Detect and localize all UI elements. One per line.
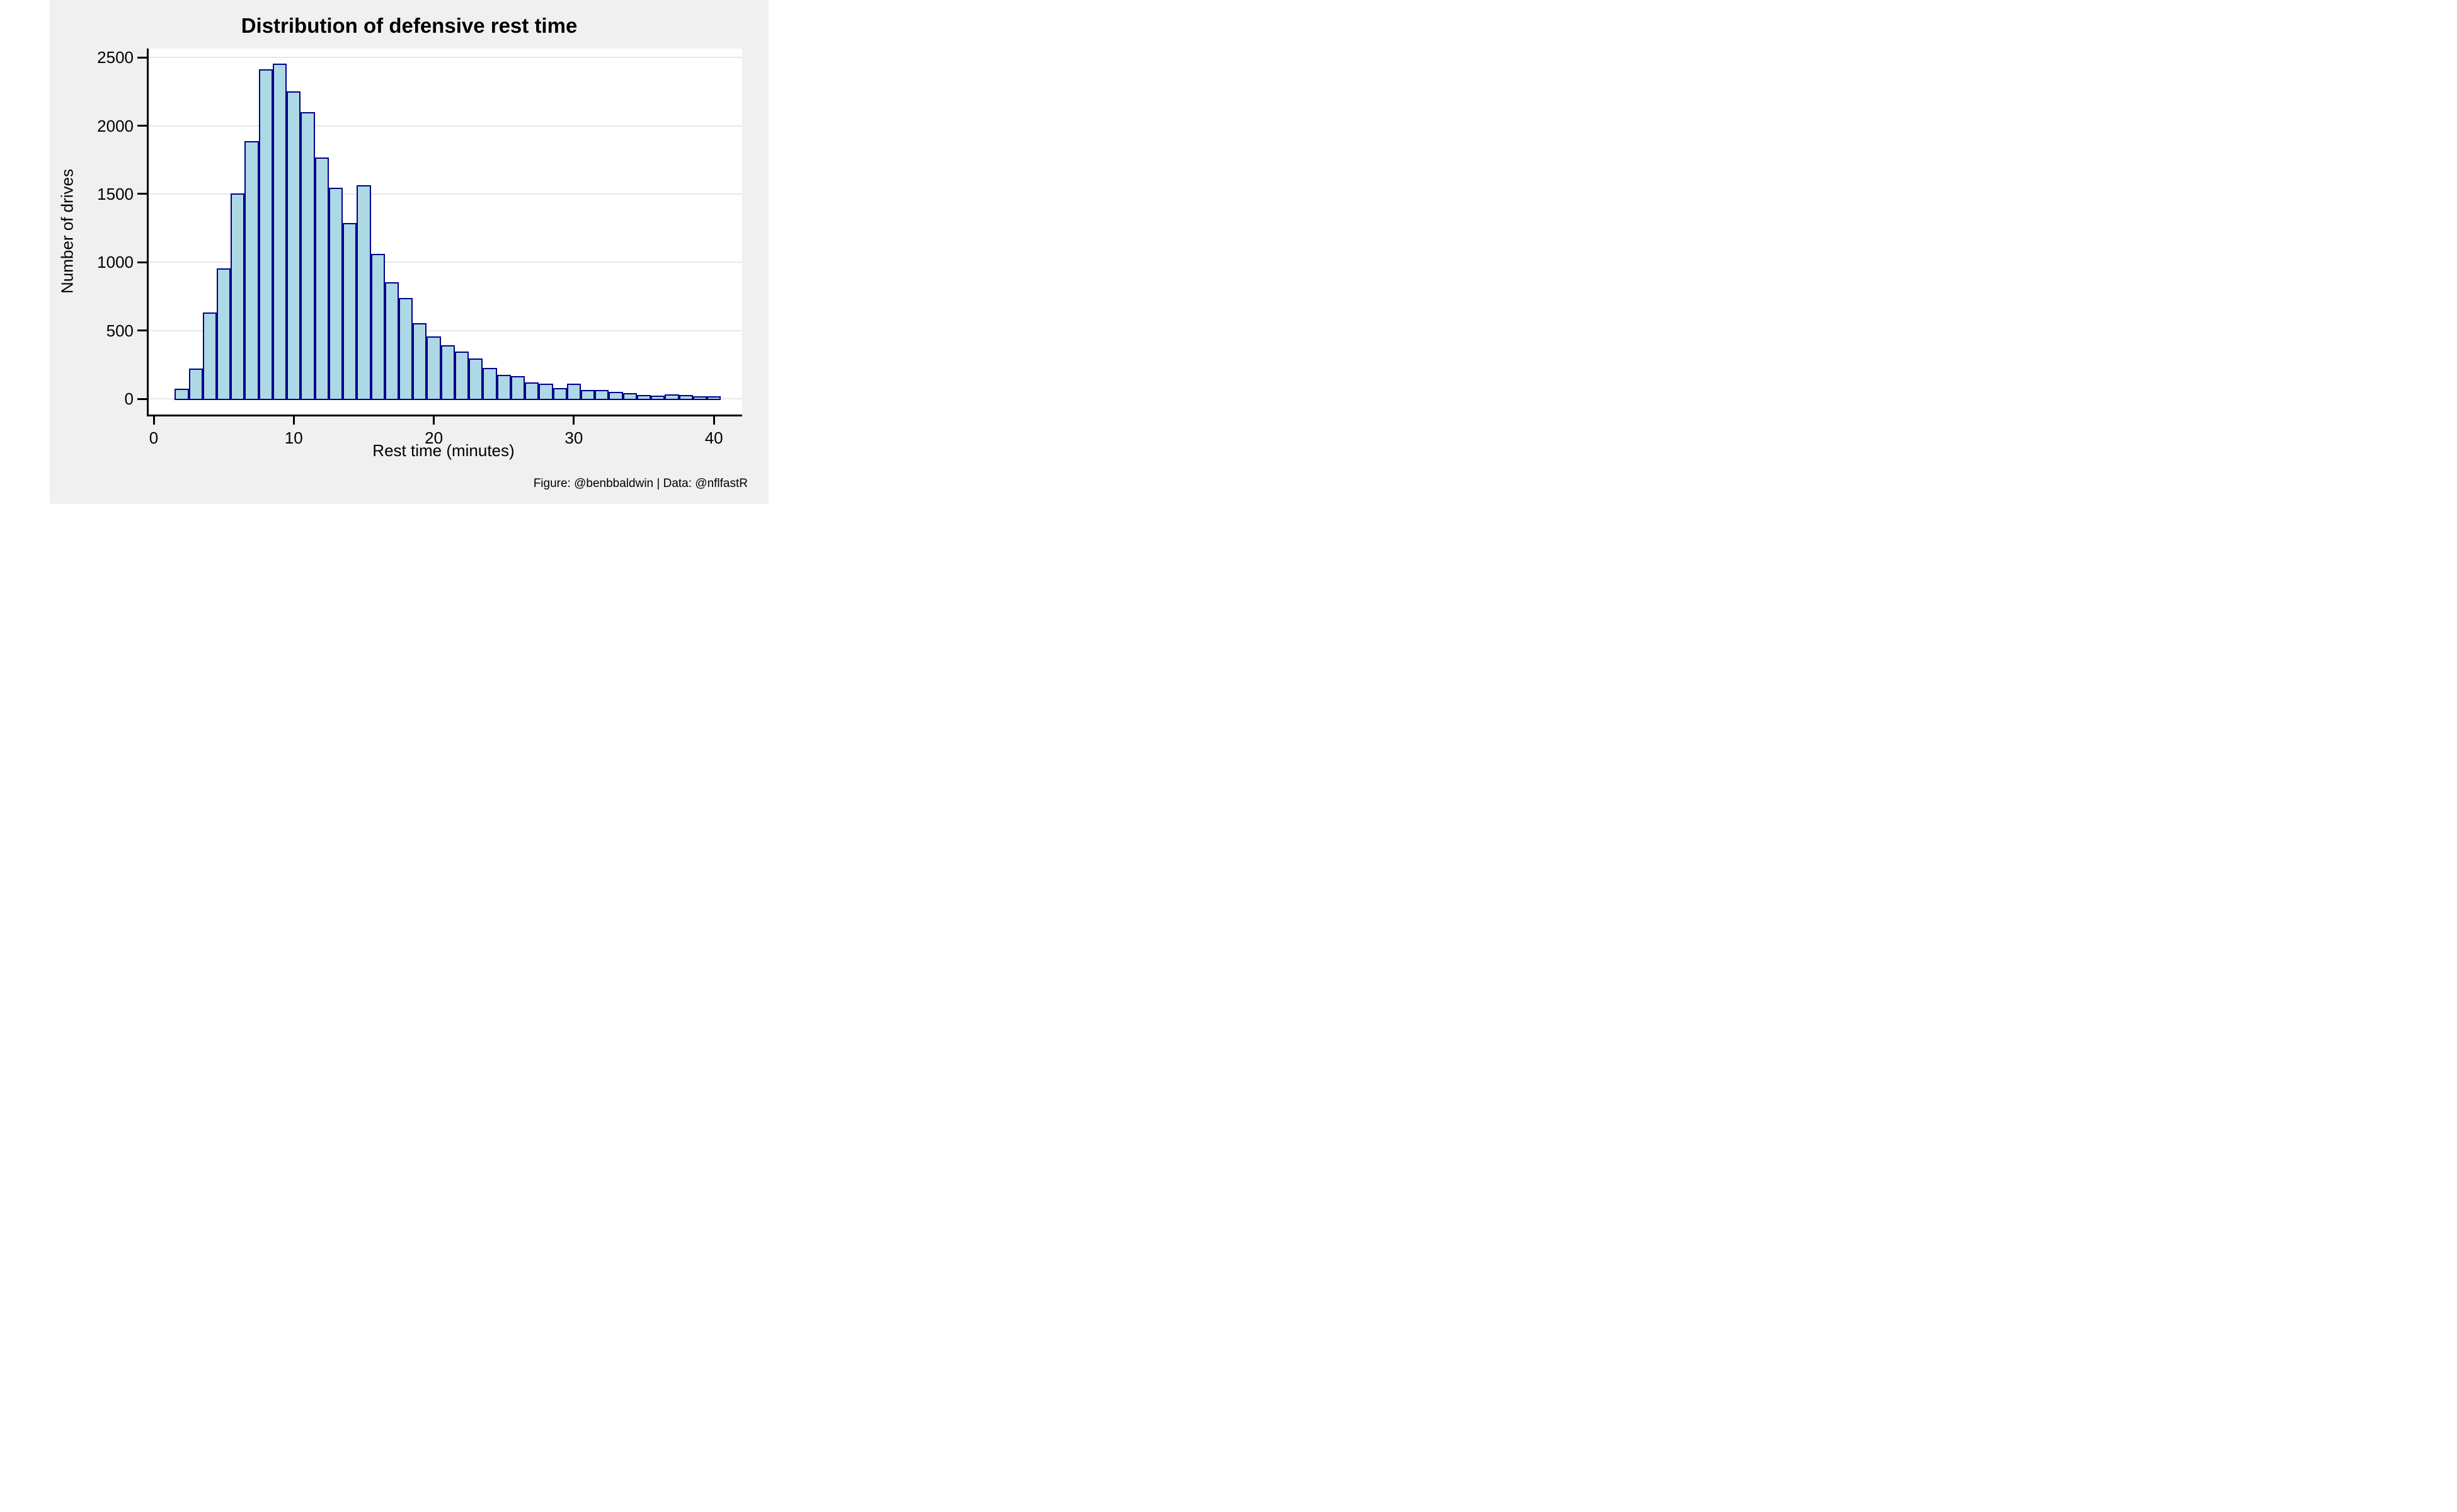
x-axis-tick-label: 20 [425,428,444,447]
gridline-y-1500 [149,193,742,195]
plot-area [149,49,742,415]
x-axis-tick [713,416,715,425]
gridline-y-2500 [149,57,742,59]
histogram-bar [707,396,721,401]
histogram-bar [539,384,553,401]
histogram-bar [651,395,665,401]
histogram-bar [566,383,581,401]
y-axis-tick-label: 1000 [97,253,134,272]
histogram-bar [328,187,343,401]
histogram-bar [175,389,189,401]
gridline-y-2000 [149,125,742,127]
histogram-bar [692,396,707,401]
histogram-bar [427,336,441,401]
histogram-bar [384,282,399,401]
histogram-bar [413,323,427,401]
chart-title: Distribution of defensive rest time [241,14,578,37]
y-axis-title-text: Number of drives [57,169,77,294]
histogram-bar [244,141,259,401]
histogram-bar [231,193,245,401]
histogram-bar [665,394,679,401]
figure-page: Distribution of defensive rest time Numb… [0,0,819,504]
y-axis-tick-label: 2000 [97,116,134,135]
histogram-bar [202,312,217,401]
x-axis-tick [573,416,575,425]
y-axis-tick [137,193,147,195]
histogram-bar [609,391,623,401]
x-axis-tick-label: 10 [284,428,303,447]
histogram-bar [622,392,637,401]
x-axis-tick [433,416,435,425]
histogram-bar [525,382,539,401]
gridline-y-500 [149,329,742,331]
y-axis-tick-label: 500 [106,321,134,340]
x-axis-tick-label: 30 [564,428,583,447]
y-axis-tick-label: 1500 [97,184,134,203]
histogram-bar [679,395,693,401]
gridline-y-1000 [149,261,742,263]
histogram-bar [581,389,595,401]
histogram-bar [399,298,413,401]
x-axis-tick [292,416,295,425]
x-axis-tick [152,416,155,425]
x-axis-tick-label: 40 [704,428,723,447]
histogram-bar [188,368,203,401]
y-axis-tick [137,261,147,263]
histogram-bar [314,158,329,401]
x-axis-tick-label: 0 [149,428,159,447]
y-axis-tick-label: 0 [124,389,134,408]
plot-panel [147,49,742,416]
histogram-bar [496,374,511,401]
histogram-bar [357,185,371,401]
histogram-bar [272,63,287,401]
histogram-bar [595,389,609,401]
histogram-bar [636,395,651,401]
histogram-bar [553,388,567,401]
y-axis-tick [137,398,147,400]
figure-background: Distribution of defensive rest time Numb… [50,0,769,504]
y-axis-tick [137,125,147,127]
histogram-bar [454,351,469,401]
y-axis-tick [137,56,147,59]
x-axis-title: Rest time (minutes) [372,441,515,460]
histogram-bar [258,69,273,401]
histogram-bar [343,223,357,401]
figure-caption: Figure: @benbbaldwin | Data: @nflfastR [533,477,748,490]
histogram-bar [440,345,455,401]
histogram-bar [217,268,231,401]
histogram-bar [287,91,301,401]
histogram-bar [510,375,525,401]
y-axis-tick-label: 2500 [97,48,134,67]
y-axis-tick [137,329,147,332]
histogram-bar [301,112,315,401]
histogram-bar [469,358,483,401]
histogram-bar [370,253,385,401]
histogram-bar [483,367,497,401]
